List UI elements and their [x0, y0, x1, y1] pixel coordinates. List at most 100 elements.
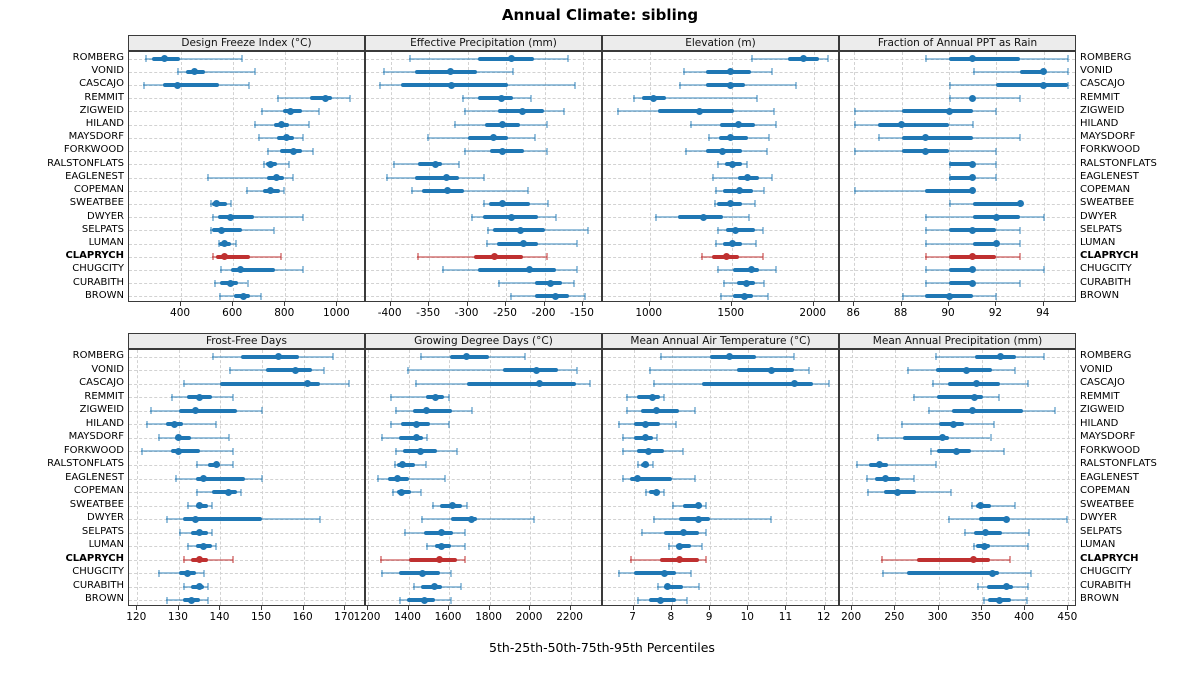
- row-gridline: [129, 478, 364, 480]
- axis-tick-label: 450: [1057, 611, 1078, 623]
- whisker-cap-left: [652, 380, 655, 388]
- whisker-cap-right: [419, 488, 422, 496]
- median-dot: [675, 542, 683, 550]
- panel-plot: [128, 51, 365, 302]
- row-gridline: [840, 98, 1075, 100]
- median-dot: [532, 366, 540, 374]
- median-dot: [945, 292, 953, 300]
- axis-tick-label: 7: [629, 611, 636, 623]
- whisker-cap-left: [377, 475, 380, 482]
- vertical-gridline: [530, 350, 532, 605]
- median-dot: [551, 292, 559, 300]
- row-gridline: [366, 397, 601, 399]
- whisker-cap-left: [925, 279, 928, 287]
- median-dot: [447, 81, 455, 89]
- whisker-cap-left: [212, 353, 215, 361]
- site-label: MAYSDORF: [1080, 131, 1136, 143]
- whisker-cap-right: [562, 107, 565, 115]
- site-label: CLAPRYCH: [65, 250, 124, 262]
- percentile-25-75-bar: [423, 530, 454, 535]
- median-dot: [304, 380, 312, 388]
- whisker-cap-right: [545, 253, 548, 261]
- percentile-25-75-bar: [903, 435, 949, 440]
- whisker-cap-left: [144, 55, 147, 63]
- row-gridline: [129, 437, 364, 439]
- whisker-cap-right: [319, 515, 322, 523]
- row-gridline: [129, 124, 364, 126]
- whisker-cap-right: [241, 55, 244, 63]
- whisker-cap-right: [202, 569, 205, 577]
- median-dot: [160, 55, 168, 63]
- row-gridline: [366, 410, 601, 412]
- row-gridline: [603, 492, 838, 494]
- whisker-cap-right: [227, 434, 230, 442]
- percentile-5-95-line: [144, 57, 243, 60]
- site-label: VONID: [91, 65, 124, 77]
- median-dot: [431, 160, 439, 168]
- whisker-cap-right: [545, 121, 548, 129]
- whisker-cap-right: [1043, 353, 1046, 361]
- site-label: REMMIT: [1080, 91, 1120, 103]
- median-dot: [656, 596, 664, 604]
- whisker-cap-left: [949, 200, 952, 208]
- median-dot: [447, 68, 455, 76]
- whisker-cap-left: [655, 213, 658, 221]
- whisker-cap-right: [913, 475, 916, 482]
- site-labels-left: ROMBERG VONID CASCAJO REMMIT ZIGWEID HILAND MA…: [0, 51, 124, 302]
- site-label: MAYSDORF: [68, 431, 124, 443]
- whisker-cap-left: [970, 502, 973, 510]
- site-label: CHUGCITY: [72, 263, 124, 275]
- whisker-cap-left: [656, 583, 659, 591]
- percentile-25-75-bar: [418, 162, 443, 167]
- whisker-cap-right: [971, 121, 974, 129]
- axis-tick-label: 92: [988, 307, 1003, 319]
- axis-tick: [543, 302, 545, 306]
- median-dot: [664, 583, 672, 591]
- percentile-5-95-line: [177, 70, 256, 73]
- whisker-cap-right: [547, 200, 550, 208]
- site-label: CURABITH: [72, 579, 124, 591]
- percentile-5-95-line: [390, 396, 450, 399]
- axis-tick-label: 350: [970, 611, 991, 623]
- row-gridline: [366, 283, 601, 285]
- median-dot: [898, 121, 906, 129]
- vertical-gridline: [649, 52, 651, 301]
- whisker-cap-right: [573, 81, 576, 89]
- whisker-cap-right: [530, 94, 533, 102]
- percentile-25-75-bar: [216, 254, 251, 259]
- axis-tick: [948, 302, 950, 306]
- percentile-25-75-bar: [979, 517, 1009, 522]
- panel-strip: Effective Precipitation (mm): [365, 35, 602, 51]
- median-dot: [448, 502, 456, 510]
- percentile-5-95-line: [420, 518, 535, 521]
- whisker-cap-right: [302, 134, 305, 142]
- row-gridline: [603, 190, 838, 192]
- vertical-gridline: [467, 52, 469, 301]
- panel-plot: [365, 349, 602, 606]
- vertical-gridline: [181, 52, 183, 301]
- vertical-gridline: [996, 52, 998, 301]
- site-label: ROMBERG: [72, 350, 124, 361]
- whisker-cap-left: [880, 556, 883, 564]
- median-dot: [517, 226, 525, 234]
- whisker-cap-left: [716, 226, 719, 234]
- whisker-cap-left: [707, 134, 710, 142]
- whisker-cap-right: [770, 174, 773, 181]
- site-label: ROMBERG: [1080, 52, 1132, 63]
- percentile-25-75-bar: [212, 490, 238, 495]
- percentile-25-75-bar: [412, 408, 453, 413]
- axis-tick: [336, 302, 338, 306]
- percentile-25-75-bar: [705, 83, 745, 88]
- whisker-cap-left: [404, 529, 407, 537]
- axis-tick: [851, 606, 853, 610]
- median-dot: [291, 366, 299, 374]
- row-gridline: [129, 505, 364, 507]
- percentile-5-95-line: [855, 463, 936, 466]
- whisker-cap-right: [767, 134, 770, 142]
- median-dot: [649, 393, 657, 401]
- whisker-cap-right: [995, 160, 998, 168]
- whisker-cap-left: [882, 569, 885, 577]
- vertical-gridline: [303, 350, 305, 605]
- median-dot: [660, 569, 668, 577]
- median-dot: [1002, 515, 1010, 523]
